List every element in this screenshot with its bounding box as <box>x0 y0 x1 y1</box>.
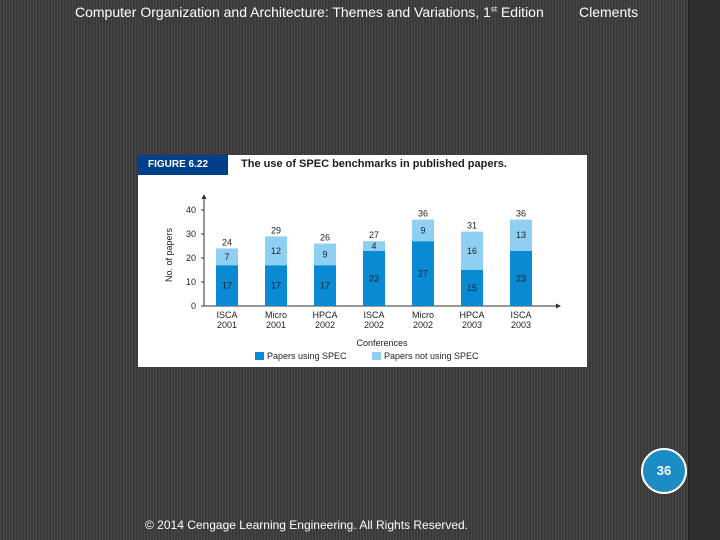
header-title-main: Computer Organization and Architecture: … <box>75 4 491 20</box>
x-tick-label: 2001 <box>266 320 286 330</box>
data-label-not-using-spec: 9 <box>420 225 425 235</box>
legend-swatch-not-using-spec <box>372 352 381 360</box>
y-axis-label: No. of papers <box>164 227 174 282</box>
x-tick-label: 2003 <box>511 320 531 330</box>
bar-papers-using-spec <box>265 265 287 306</box>
data-label-not-using-spec: 16 <box>467 246 477 256</box>
data-label-using-spec: 27 <box>418 269 428 279</box>
y-tick-label: 40 <box>186 205 196 215</box>
x-tick-label: 2001 <box>217 320 237 330</box>
y-tick-label: 0 <box>191 301 196 311</box>
data-label-using-spec: 17 <box>271 281 281 291</box>
x-tick-label: Micro <box>265 310 287 320</box>
x-axis-label: Conferences <box>356 338 408 348</box>
x-tick-label: Micro <box>412 310 434 320</box>
data-label-using-spec: 23 <box>369 273 379 283</box>
data-label-not-using-spec: 12 <box>271 246 281 256</box>
header-title-sup: st <box>490 4 498 14</box>
data-label-using-spec: 17 <box>320 281 330 291</box>
legend-label-using-spec: Papers using SPEC <box>267 351 347 361</box>
figure-title: The use of SPEC benchmarks in published … <box>241 158 507 170</box>
x-tick-label: ISCA <box>363 310 384 320</box>
y-tick-label: 30 <box>186 229 196 239</box>
x-tick-label: ISCA <box>216 310 237 320</box>
slide-side-bar <box>688 0 720 540</box>
bar-papers-using-spec <box>216 265 238 306</box>
data-label-total: 36 <box>516 209 526 219</box>
bar-papers-using-spec <box>363 250 385 306</box>
data-label-total: 29 <box>271 225 281 235</box>
data-label-total: 27 <box>369 230 379 240</box>
x-tick-label: 2002 <box>315 320 335 330</box>
data-label-using-spec: 17 <box>222 281 232 291</box>
bar-papers-using-spec <box>461 270 483 306</box>
x-tick-label: 2002 <box>413 320 433 330</box>
data-label-total: 26 <box>320 233 330 243</box>
page-number-badge: 36 <box>641 448 687 494</box>
bar-papers-not-using-spec <box>314 243 336 266</box>
bar-papers-not-using-spec <box>510 219 532 251</box>
data-label-total: 36 <box>418 209 428 219</box>
y-tick-label: 20 <box>186 253 196 263</box>
y-axis-arrow <box>201 194 207 199</box>
legend-swatch-using-spec <box>255 352 264 360</box>
slide-header-author: Clements <box>579 4 639 20</box>
bar-papers-using-spec <box>412 241 434 306</box>
bar-papers-not-using-spec <box>216 248 238 266</box>
data-label-using-spec: 23 <box>516 273 526 283</box>
x-tick-label: 2002 <box>364 320 384 330</box>
x-tick-label: HPCA <box>312 310 337 320</box>
copyright-footer: © 2014 Cengage Learning Engineering. All… <box>145 518 469 532</box>
data-label-not-using-spec: 13 <box>516 230 526 240</box>
x-axis-arrow <box>556 303 561 309</box>
bar-papers-not-using-spec <box>363 241 385 251</box>
data-label-using-spec: 15 <box>467 283 477 293</box>
bar-papers-using-spec <box>510 250 532 306</box>
y-tick-label: 10 <box>186 277 196 287</box>
data-label-not-using-spec: 7 <box>224 252 229 262</box>
x-tick-label: 2003 <box>462 320 482 330</box>
bar-papers-not-using-spec <box>412 219 434 242</box>
bar-papers-using-spec <box>314 265 336 306</box>
data-label-not-using-spec: 9 <box>322 249 327 259</box>
bar-papers-not-using-spec <box>461 231 483 270</box>
x-tick-label: HPCA <box>459 310 484 320</box>
slide-header-title: Computer Organization and Architecture: … <box>75 4 544 20</box>
figure-label: FIGURE 6.22 <box>138 155 228 175</box>
data-label-not-using-spec: 4 <box>371 241 376 251</box>
data-label-total: 31 <box>467 221 477 231</box>
header-title-end: Edition <box>497 4 544 20</box>
bar-papers-not-using-spec <box>265 236 287 266</box>
figure-panel: FIGURE 6.22 The use of SPEC benchmarks i… <box>138 155 587 367</box>
data-label-total: 24 <box>222 237 232 247</box>
legend-label-not-using-spec: Papers not using SPEC <box>384 351 479 361</box>
x-tick-label: ISCA <box>510 310 531 320</box>
